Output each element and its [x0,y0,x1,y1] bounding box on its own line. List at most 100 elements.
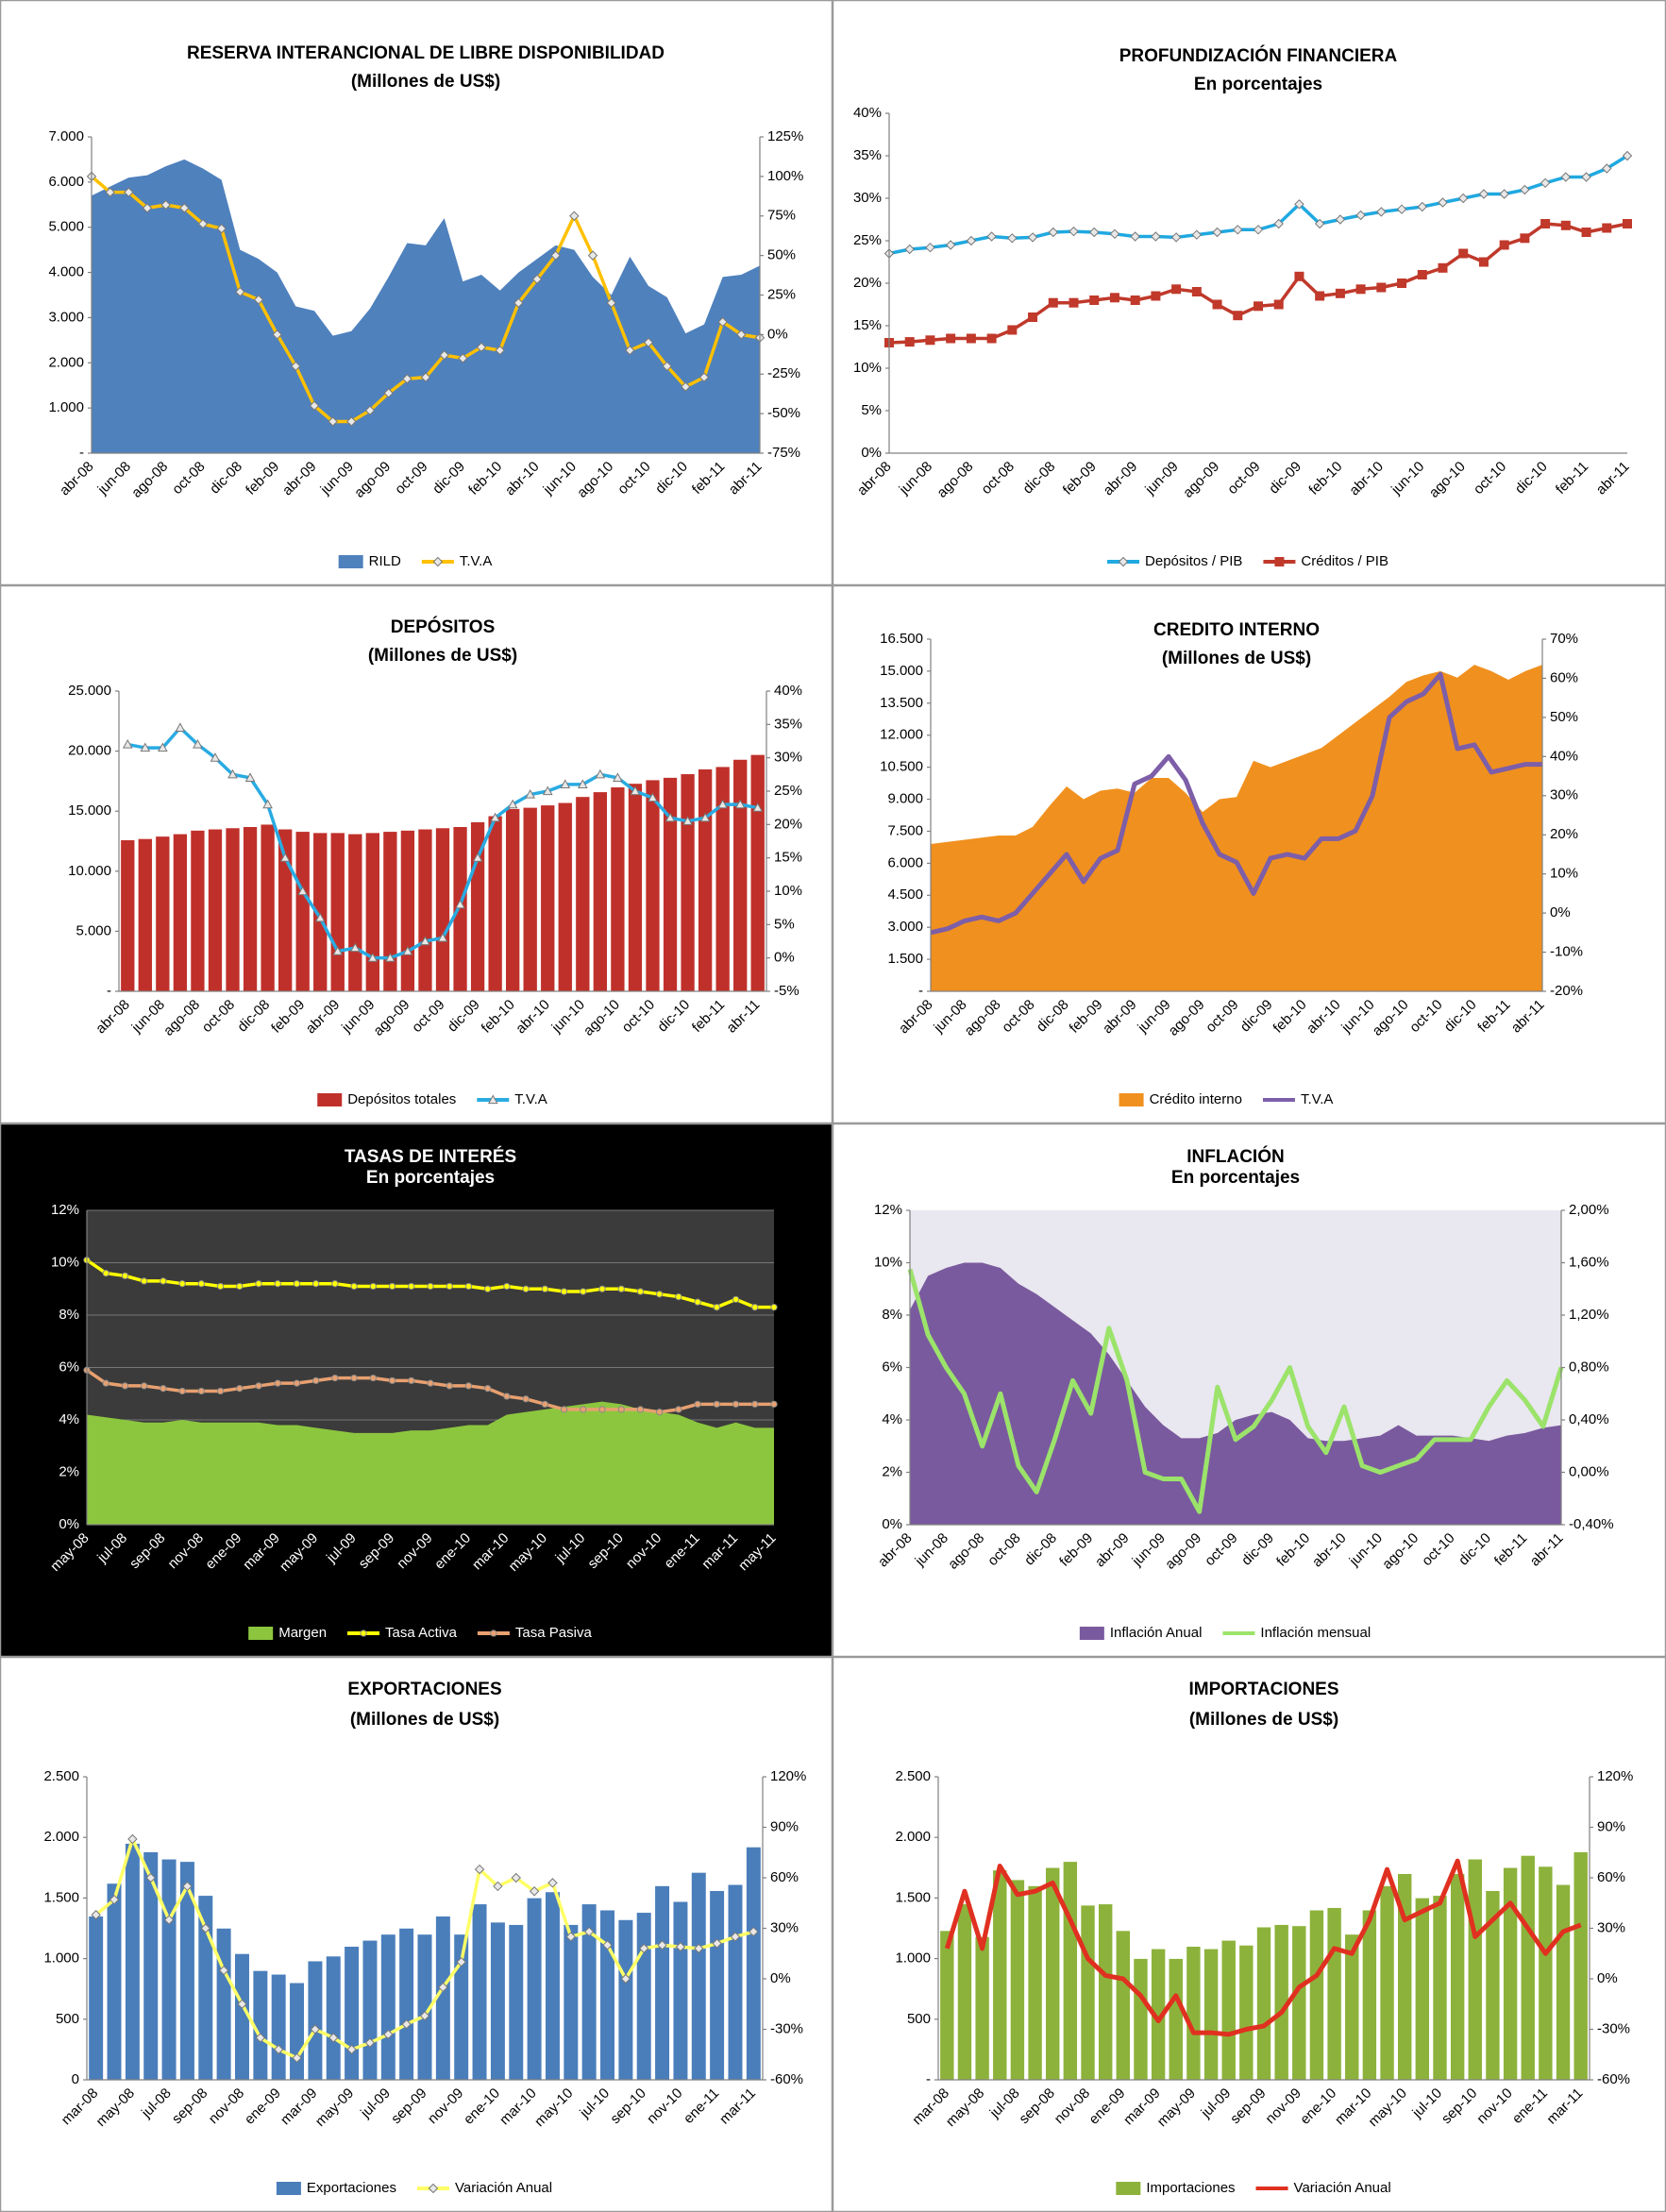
point-marker [1233,225,1243,235]
point-marker [160,1385,167,1393]
point-marker [606,297,616,309]
y2-tick-label: 90% [1597,1818,1625,1834]
chart-title: RESERVA INTERANCIONAL DE LIBRE DISPONIBI… [187,43,665,63]
point-marker [770,1304,778,1311]
point-marker [91,1910,101,1920]
y2-tick-label: -60% [770,2071,803,2087]
y2-tick-label: 100% [767,168,803,184]
point-marker [525,789,536,799]
bar [330,832,345,992]
y-tick-label: 10% [874,1254,902,1270]
y2-tick-label: 2,00% [1569,1202,1609,1218]
point-marker [388,1282,396,1291]
bar [527,1898,543,2081]
point-marker [511,1872,521,1883]
point-marker [160,199,171,211]
point-marker [598,1285,606,1292]
y-tick-label: 3.000 [48,309,84,325]
point-marker [1335,288,1345,298]
bar [295,831,311,992]
bar [1450,1873,1465,2081]
y-tick-label: 2.000 [43,1829,79,1845]
bar [575,796,590,992]
point-marker [1376,282,1387,293]
y-tick-label: 6% [882,1359,902,1375]
y-tick-label: 4.000 [48,264,84,280]
y2-tick-label: 1,60% [1569,1254,1609,1270]
bar [558,802,573,992]
point-marker [1130,295,1140,305]
point-marker [625,345,635,356]
chart-subtitle: (Millones de US$) [1162,649,1311,668]
bar [698,768,713,992]
bar [992,1869,1007,2081]
point-marker [124,187,134,197]
legend: Depósitos totales T.V.A [317,1091,547,1107]
point-marker [197,1387,205,1395]
point-marker [419,2011,430,2021]
y-tick-label: 1.500 [887,951,923,967]
point-marker [1560,172,1572,182]
bar [732,759,748,992]
point-marker [636,1406,645,1413]
point-marker [1233,311,1243,321]
point-marker [291,361,301,372]
bar [663,777,678,992]
point-marker [105,187,115,197]
chart-title: TASAS DE INTERÉS [345,1146,516,1167]
legend-label: Variación Anual [1294,2180,1391,2196]
point-marker [770,1400,778,1409]
y-tick-label: 2.500 [43,1768,79,1784]
point-marker [580,1288,587,1295]
point-marker [1109,293,1119,303]
point-marker [613,772,623,782]
area [87,1401,774,1525]
point-marker [698,372,710,382]
point-marker [262,799,273,809]
bar [365,832,380,992]
bar [672,1901,688,2081]
y-tick-label: 20% [853,275,882,291]
point-marker [1478,257,1489,267]
point-marker [490,812,500,822]
bar [289,1983,305,2081]
y-tick-label: 20.000 [68,743,111,759]
bar [1098,1903,1113,2081]
y-tick-label: 2.000 [48,354,84,370]
point-marker [503,1282,511,1291]
y2-tick-label: 60% [1597,1869,1625,1885]
bar [472,1903,488,2081]
y2-tick-label: 40% [774,683,802,699]
y-tick-label: 500 [56,2011,79,2027]
point-marker [236,1385,244,1393]
y-tick-label: 7.000 [48,128,84,144]
point-marker [1499,240,1509,250]
bar [508,1924,524,2081]
point-marker [1253,225,1264,235]
point-marker [1499,189,1509,199]
bar [260,823,276,992]
point-marker [560,1288,568,1295]
bar [1238,1945,1254,2081]
point-marker [401,2018,412,2030]
bar [1432,1895,1448,2081]
point-marker [1212,227,1222,238]
y-tick-label: - [107,983,111,999]
point-marker [904,244,915,255]
point-marker [1622,150,1633,161]
point-marker [752,802,764,812]
y-tick-label: 30% [853,190,882,206]
y-tick-label: 15.000 [68,802,111,819]
point-marker [1355,210,1366,221]
point-marker [749,1926,759,1937]
point-marker [1397,279,1407,288]
point-marker [1273,299,1284,310]
y-tick-label: 5% [861,402,882,418]
point-marker [1438,262,1448,273]
legend: RILD T.V.A [338,553,492,569]
bar [307,1960,323,2081]
y2-tick-label: 90% [770,1818,799,1834]
y-tick-label: 4% [59,1411,79,1427]
point-marker [427,1282,434,1291]
